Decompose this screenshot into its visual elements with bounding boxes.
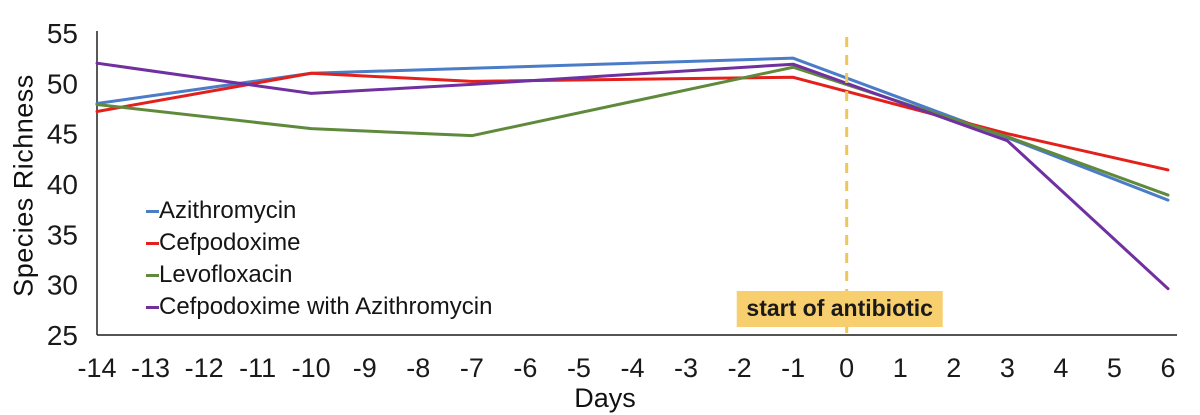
x-tick-label: -7 [460, 353, 484, 383]
y-axis-title: Species Richness [8, 74, 39, 297]
x-tick-label: -1 [781, 353, 805, 383]
y-tick-label: 55 [47, 18, 78, 49]
legend-label: Cefpodoxime with Azithromycin [159, 293, 493, 320]
x-tick-label: 3 [1000, 353, 1015, 383]
legend-marker-cefpodoxime-with-azithromycin [146, 305, 159, 309]
legend-label: Levofloxacin [159, 261, 293, 288]
x-tick-label: -13 [131, 353, 170, 383]
legend-item-levofloxacin: Levofloxacin [146, 259, 492, 291]
legend-label: Azithromycin [159, 197, 297, 224]
series-line-levofloxacin [95, 65, 1170, 197]
x-tick-label: -10 [292, 353, 331, 383]
x-tick-label: -9 [353, 353, 377, 383]
x-tick-label: -14 [77, 353, 116, 383]
x-tick-label: 5 [1107, 353, 1122, 383]
legend-label: Cefpodoxime [159, 229, 301, 256]
x-tick-label: -4 [620, 353, 644, 383]
series-group [95, 56, 1170, 291]
legend-item-cefpodoxime-with-azithromycin: Cefpodoxime with Azithromycin [146, 291, 492, 323]
x-tick-label: 6 [1160, 353, 1175, 383]
x-tick-label: 0 [839, 353, 854, 383]
x-tick-label: -2 [728, 353, 752, 383]
x-tick-label: -12 [185, 353, 224, 383]
x-tick-label: -6 [513, 353, 537, 383]
x-tick-label: -11 [239, 353, 276, 383]
y-tick-label: 40 [47, 169, 78, 200]
legend-item-cefpodoxime: Cefpodoxime [146, 227, 492, 259]
y-tick-label: 45 [47, 119, 78, 150]
x-tick-label: 1 [893, 353, 908, 383]
y-tick-label: 30 [47, 270, 78, 301]
legend-marker-levofloxacin [146, 273, 159, 277]
x-tick-label: -8 [406, 353, 430, 383]
legend-item-azithromycin: Azithromycin [146, 195, 492, 227]
series-line-cefpodoxime-with-azithromycin [95, 61, 1170, 291]
x-tick-label: -5 [567, 353, 591, 383]
x-tick-label: 2 [946, 353, 961, 383]
legend: Azithromycin Cefpodoxime Levofloxacin Ce… [146, 195, 492, 323]
legend-marker-azithromycin [146, 209, 159, 213]
x-axis-title: Days [574, 383, 636, 413]
y-tick-label: 25 [47, 320, 78, 351]
y-tick-label: 35 [47, 219, 78, 250]
y-tick-label: 50 [47, 68, 78, 99]
series-line-cefpodoxime [95, 71, 1170, 172]
legend-marker-cefpodoxime [146, 241, 159, 245]
x-tick-label: -3 [674, 353, 698, 383]
start-of-antibiotic-label: start of antibiotic [736, 291, 943, 327]
x-tick-label: 4 [1053, 353, 1068, 383]
